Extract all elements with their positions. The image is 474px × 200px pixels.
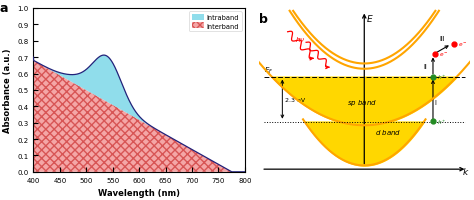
Text: I: I (435, 99, 437, 105)
Text: II: II (423, 63, 427, 69)
X-axis label: Wavelength (nm): Wavelength (nm) (98, 188, 180, 197)
Text: $k$: $k$ (462, 166, 470, 177)
Text: $E_F$: $E_F$ (264, 66, 273, 76)
Y-axis label: Absorbance (a.u.): Absorbance (a.u.) (3, 48, 12, 132)
Text: $h\nu$: $h\nu$ (295, 35, 305, 44)
Text: b: b (258, 13, 267, 26)
Text: $E$: $E$ (366, 13, 374, 24)
Text: $sp$ band: $sp$ band (346, 97, 377, 107)
Text: III: III (439, 36, 445, 42)
Legend: Intraband, Interband: Intraband, Interband (189, 12, 242, 32)
Text: $e^-$: $e^-$ (439, 51, 449, 59)
Text: 2.3 eV: 2.3 eV (285, 97, 305, 102)
Text: a: a (0, 2, 8, 15)
Text: $h^+$: $h^+$ (437, 73, 447, 82)
Text: $h^+$: $h^+$ (437, 118, 447, 126)
Text: $d$ band: $d$ band (375, 127, 401, 136)
Text: $e^-$: $e^-$ (458, 41, 467, 49)
